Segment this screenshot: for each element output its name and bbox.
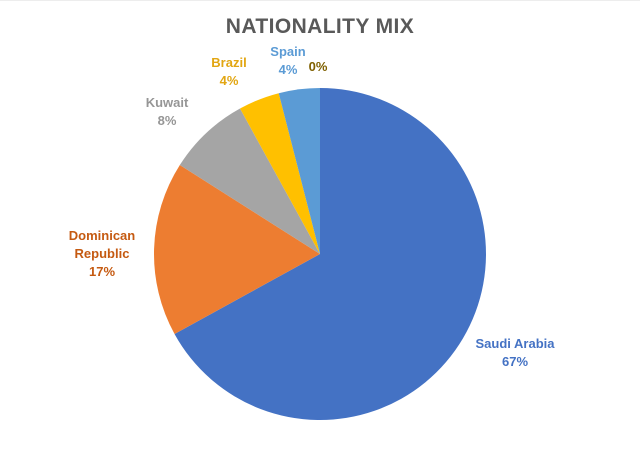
slice-percent: 67% — [501, 354, 529, 369]
slice-name: Dominican Republic — [68, 228, 136, 261]
slice-label-brazil: Brazil 4% — [189, 54, 269, 90]
slice-label-saudi-arabia: Saudi Arabia 67% — [455, 335, 575, 371]
pie-slice-brazil — [240, 93, 320, 254]
pie-slice-spain — [278, 88, 320, 254]
chart-title: NATIONALITY MIX — [225, 15, 415, 38]
pie-slice-dominican-republic — [153, 165, 320, 334]
slice-name: Saudi Arabia — [475, 336, 555, 351]
slice-percent: 0% — [308, 59, 328, 74]
slice-percent: 8% — [157, 113, 177, 128]
slice-name: Brazil — [211, 55, 247, 70]
slice-label-spain: Spain 4% — [248, 43, 328, 79]
slice-percent: 4% — [219, 73, 239, 88]
slice-name: Spain — [270, 44, 306, 59]
slice-label-kuwait: Kuwait 8% — [127, 94, 207, 130]
slice-name: Kuwait — [145, 95, 189, 110]
pie-slice-saudi-arabia — [174, 88, 486, 421]
slice-percent: 17% — [88, 264, 116, 279]
slice-label-zero-percent: 0% — [293, 58, 343, 76]
slice-percent: 4% — [278, 62, 298, 77]
slice-label-dominican-republic: Dominican Republic 17% — [56, 227, 148, 281]
pie-slice-kuwait — [179, 108, 320, 254]
